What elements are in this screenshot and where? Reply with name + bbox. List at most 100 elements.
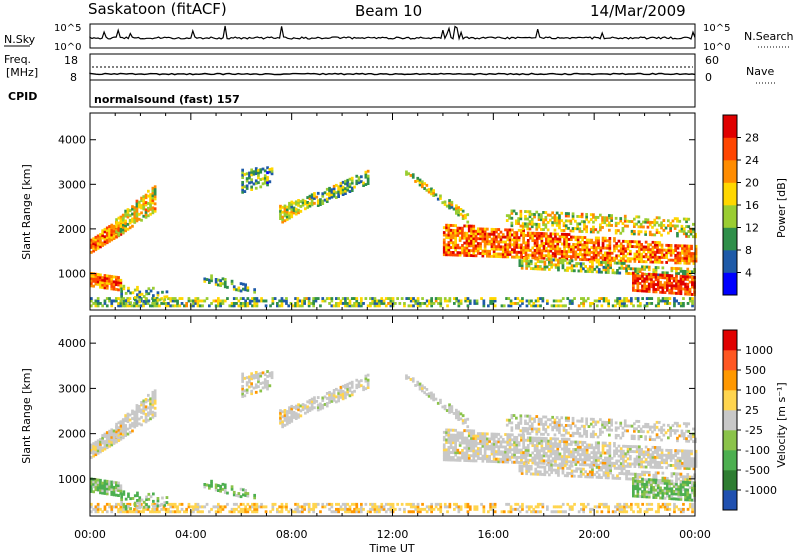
velocity-cell <box>531 461 535 465</box>
velocity-cell <box>546 425 550 429</box>
power-cell <box>632 286 635 290</box>
velocity-cell <box>508 458 512 462</box>
power-cell <box>647 290 651 293</box>
power-cell <box>350 189 354 192</box>
power-cell <box>538 234 541 238</box>
power-cell <box>124 291 128 295</box>
velocity-cell <box>551 420 554 424</box>
power-x-axis <box>89 113 696 310</box>
velocity-cell <box>145 498 148 501</box>
power-cell <box>597 260 601 264</box>
velocity-cell <box>488 440 491 443</box>
power-cell <box>259 185 263 189</box>
power-cell <box>140 218 143 222</box>
velocity-cell <box>574 460 578 464</box>
power-cell <box>583 243 587 247</box>
power-cell <box>112 224 116 228</box>
power-cell <box>449 253 453 257</box>
power-cell <box>592 228 595 231</box>
velocity-cell <box>533 436 537 440</box>
velocity-cell <box>508 448 512 452</box>
velocity-cell <box>445 441 448 444</box>
velocity-cell <box>660 461 664 464</box>
power-cell <box>686 267 690 271</box>
power-cell <box>308 204 312 208</box>
power-cell <box>472 254 476 258</box>
velocity-cell <box>497 437 501 441</box>
velocity-cell <box>669 456 673 460</box>
velocity-cell <box>103 442 107 446</box>
velocity-cell <box>147 497 151 501</box>
velocity-cell <box>576 432 579 435</box>
velocity-cell <box>651 460 655 464</box>
power-cell <box>241 188 244 192</box>
power-cell <box>619 244 623 248</box>
velocity-cell <box>122 420 125 424</box>
velocity-cell <box>554 449 557 453</box>
velocity-cell <box>583 445 587 449</box>
velocity-cell <box>653 463 657 467</box>
power-cell <box>619 231 623 235</box>
power-cell <box>658 248 662 252</box>
velocity-cell <box>483 437 487 441</box>
velocity-cell <box>606 461 609 465</box>
power-cell <box>585 248 589 252</box>
power-cell <box>235 288 238 292</box>
power-cell <box>514 297 517 300</box>
power-cell <box>641 272 644 276</box>
velocity-cell <box>558 455 562 458</box>
power-cell <box>554 254 557 258</box>
power-cell <box>518 264 522 267</box>
power-cell <box>449 238 453 242</box>
power-cell <box>389 304 393 308</box>
power-cell <box>153 304 157 308</box>
power-cell <box>687 244 691 248</box>
power-cell <box>584 265 587 268</box>
power-cell <box>416 179 420 183</box>
power-cell <box>609 261 612 265</box>
velocity-cell <box>288 418 291 422</box>
power-cell <box>641 287 644 290</box>
power-cell <box>330 188 334 192</box>
power-cell <box>443 203 447 206</box>
power-cell <box>153 209 157 213</box>
velocity-cell <box>658 456 662 459</box>
velocity-cell <box>423 507 427 511</box>
velocity-cell <box>120 500 123 504</box>
power-cell <box>115 280 118 284</box>
velocity-cell <box>409 505 413 509</box>
velocity-cell <box>432 395 435 399</box>
power-cell <box>653 250 657 254</box>
velocity-cell <box>128 510 132 514</box>
power-cell <box>492 232 496 236</box>
velocity-cell <box>323 403 327 406</box>
power-cell <box>366 304 370 308</box>
velocity-cell <box>353 502 356 506</box>
power-cell <box>627 267 631 270</box>
power-cell <box>255 304 259 308</box>
power-cell <box>647 255 650 259</box>
power-cell <box>574 235 578 239</box>
power-cell <box>518 299 522 303</box>
power-cell <box>661 271 665 275</box>
power-cell <box>537 218 541 221</box>
velocity-cell <box>545 452 548 455</box>
power-cell <box>536 304 540 308</box>
velocity-cell <box>140 423 143 427</box>
power-cell <box>439 194 442 198</box>
velocity-cell <box>592 448 596 452</box>
power-cell <box>126 304 129 308</box>
velocity-cell <box>348 386 352 390</box>
velocity-cell <box>531 439 535 442</box>
power-cell <box>601 241 605 245</box>
velocity-cell <box>425 505 429 509</box>
power-cell <box>531 236 535 240</box>
power-cell <box>555 211 559 215</box>
velocity-cell <box>366 381 370 385</box>
velocity-cell <box>452 433 455 437</box>
velocity-cell <box>567 455 571 459</box>
power-cell <box>562 229 566 232</box>
power-cell <box>96 275 100 279</box>
power-cell <box>250 170 253 174</box>
power-cell <box>653 253 657 257</box>
